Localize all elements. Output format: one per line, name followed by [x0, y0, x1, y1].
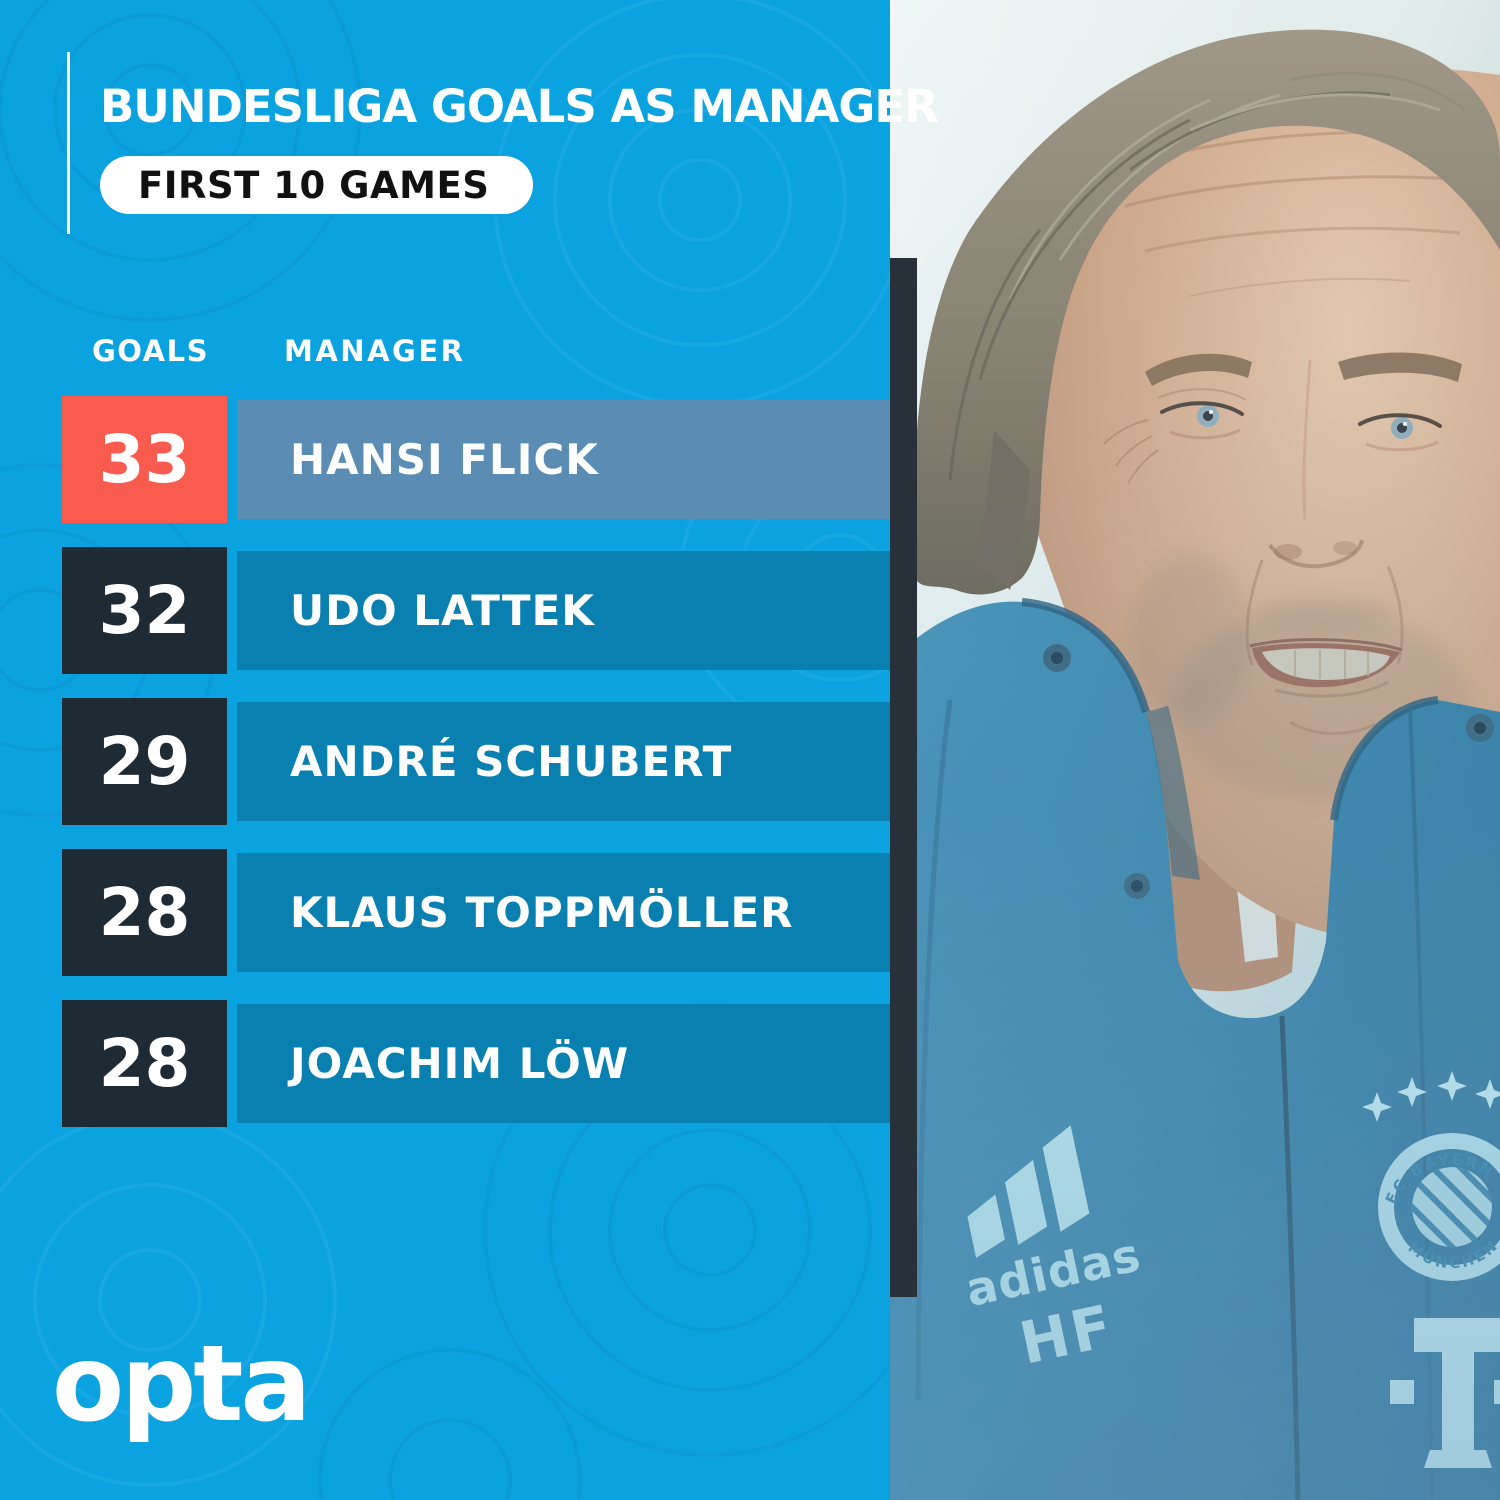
subtitle-badge: FIRST 10 GAMES: [100, 156, 534, 214]
manager-name: HANSI FLICK: [290, 435, 599, 484]
title-accent-rule: [67, 52, 70, 234]
table-row: 28 KLAUS TOPPMÖLLER: [0, 849, 890, 976]
goals-value: 32: [98, 572, 191, 649]
goals-value-box: 33: [62, 396, 227, 523]
goals-value: 29: [98, 723, 191, 800]
photo-tint-overlay: [890, 0, 1500, 1500]
manager-name: KLAUS TOPPMÖLLER: [290, 888, 794, 937]
table-row: 28 JOACHIM LÖW: [0, 1000, 890, 1127]
table-row: 33 HANSI FLICK: [0, 396, 890, 523]
column-header-manager: MANAGER: [284, 334, 466, 368]
goals-value: 28: [98, 1025, 191, 1102]
photo-haze-overlay: [890, 0, 1500, 1500]
manager-photo: adidas HF FC BAYERN MÜNCHEN: [890, 0, 1500, 1500]
photo-edge-strip: [890, 258, 917, 1297]
manager-bar: JOACHIM LÖW: [237, 1004, 890, 1123]
manager-bar: KLAUS TOPPMÖLLER: [237, 853, 890, 972]
goals-value: 33: [98, 421, 191, 498]
manager-name: JOACHIM LÖW: [290, 1039, 630, 1088]
goals-value-box: 32: [62, 547, 227, 674]
manager-bar: UDO LATTEK: [237, 551, 890, 670]
goals-value-box: 28: [62, 1000, 227, 1127]
opta-logo: opta: [52, 1323, 311, 1445]
page-title: BUNDESLIGA GOALS AS MANAGER: [100, 80, 939, 133]
table-row: 32 UDO LATTEK: [0, 547, 890, 674]
goals-value-box: 28: [62, 849, 227, 976]
manager-name: UDO LATTEK: [290, 586, 595, 635]
table-row: 29 ANDRÉ SCHUBERT: [0, 698, 890, 825]
goals-value-box: 29: [62, 698, 227, 825]
manager-bar: ANDRÉ SCHUBERT: [237, 702, 890, 821]
manager-name: ANDRÉ SCHUBERT: [290, 737, 733, 786]
column-header-goals: GOALS: [92, 334, 209, 368]
goals-value: 28: [98, 874, 191, 951]
subtitle-badge-label: FIRST 10 GAMES: [138, 163, 490, 207]
manager-bar: HANSI FLICK: [237, 400, 890, 519]
